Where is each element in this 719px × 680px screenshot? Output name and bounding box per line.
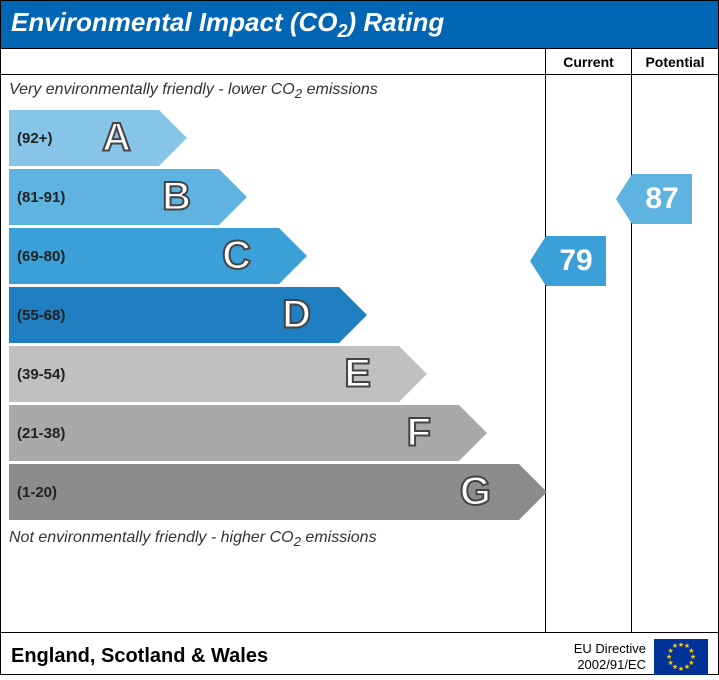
band-row-c: (69-80) C	[9, 228, 537, 284]
band-letter: F	[407, 411, 431, 456]
band-range: (69-80)	[9, 248, 79, 265]
band-range: (39-54)	[9, 366, 79, 383]
footer-directive-text: EU Directive 2002/91/EC	[574, 641, 646, 672]
band-arrow	[459, 405, 487, 461]
title-post: ) Rating	[348, 7, 445, 37]
band-letter: B	[162, 175, 191, 220]
band-letter: E	[344, 352, 371, 397]
eu-star: ★	[678, 665, 684, 673]
band-arrow	[159, 110, 187, 166]
rating-pointer: 79	[530, 236, 606, 286]
band-row-a: (92+) A	[9, 110, 537, 166]
band-bar-f: (21-38) F	[9, 405, 459, 461]
band-bar-b: (81-91) B	[9, 169, 219, 225]
pointer-value: 79	[546, 236, 606, 286]
current-body: 79	[546, 75, 631, 632]
directive-line2: 2002/91/EC	[574, 657, 646, 673]
footer: England, Scotland & Wales EU Directive 2…	[1, 632, 718, 680]
eu-star: ★	[684, 663, 690, 671]
current-header: Current	[546, 49, 631, 75]
band-bar-a: (92+) A	[9, 110, 159, 166]
band-letter: A	[102, 116, 131, 161]
bands-area: (92+) A (81-91) B (69-80) C (55-68) D (39-54) E (2…	[1, 107, 545, 523]
band-range: (21-38)	[9, 425, 79, 442]
title-pre: Environmental Impact (CO	[11, 7, 338, 37]
band-arrow	[399, 346, 427, 402]
band-letter: D	[282, 293, 311, 338]
chart-body: Very environmentally friendly - lower CO…	[1, 48, 718, 632]
footer-directive: EU Directive 2002/91/EC ★★★★★★★★★★★★	[574, 639, 708, 675]
band-arrow	[339, 287, 367, 343]
band-bar-e: (39-54) E	[9, 346, 399, 402]
pointer-arrow	[616, 174, 632, 224]
eu-flag-icon: ★★★★★★★★★★★★	[654, 639, 708, 675]
footer-region: England, Scotland & Wales	[11, 645, 268, 668]
caption-top: Very environmentally friendly - lower CO…	[1, 75, 545, 107]
band-arrow	[279, 228, 307, 284]
band-bar-d: (55-68) D	[9, 287, 339, 343]
title-sub: 2	[338, 21, 348, 41]
band-row-g: (1-20) G	[9, 464, 537, 520]
band-row-d: (55-68) D	[9, 287, 537, 343]
caption-bottom: Not environmentally friendly - higher CO…	[1, 523, 545, 555]
band-range: (1-20)	[9, 484, 79, 501]
band-range: (92+)	[9, 130, 79, 147]
band-letter: G	[460, 470, 491, 515]
bands-column: Very environmentally friendly - lower CO…	[1, 49, 546, 632]
band-row-b: (81-91) B	[9, 169, 537, 225]
bands-header-spacer	[1, 49, 545, 75]
current-column: Current 79	[546, 49, 632, 632]
pointer-arrow	[530, 236, 546, 286]
band-bar-g: (1-20) G	[9, 464, 519, 520]
eu-star: ★	[672, 642, 678, 650]
directive-line1: EU Directive	[574, 641, 646, 657]
potential-column: Potential 87	[632, 49, 718, 632]
band-letter: C	[222, 234, 251, 279]
band-row-f: (21-38) F	[9, 405, 537, 461]
potential-body: 87	[632, 75, 718, 632]
rating-pointer: 87	[616, 174, 692, 224]
band-row-e: (39-54) E	[9, 346, 537, 402]
band-bar-c: (69-80) C	[9, 228, 279, 284]
pointer-value: 87	[632, 174, 692, 224]
band-arrow	[219, 169, 247, 225]
band-arrow	[519, 464, 547, 520]
band-range: (81-91)	[9, 189, 79, 206]
potential-header: Potential	[632, 49, 718, 75]
chart-title: Environmental Impact (CO2) Rating	[1, 1, 718, 48]
band-range: (55-68)	[9, 307, 79, 324]
epc-rating-chart: Environmental Impact (CO2) Rating Very e…	[0, 0, 719, 675]
